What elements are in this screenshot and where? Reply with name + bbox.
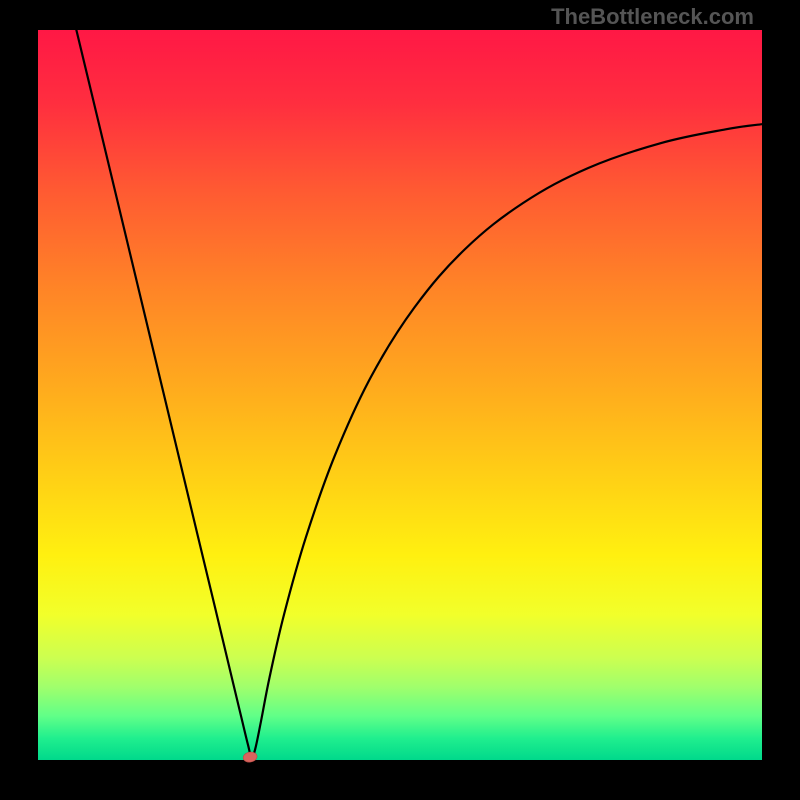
bottleneck-chart <box>0 0 800 800</box>
chart-container: TheBottleneck.com <box>0 0 800 800</box>
chart-plot-area <box>38 30 762 760</box>
